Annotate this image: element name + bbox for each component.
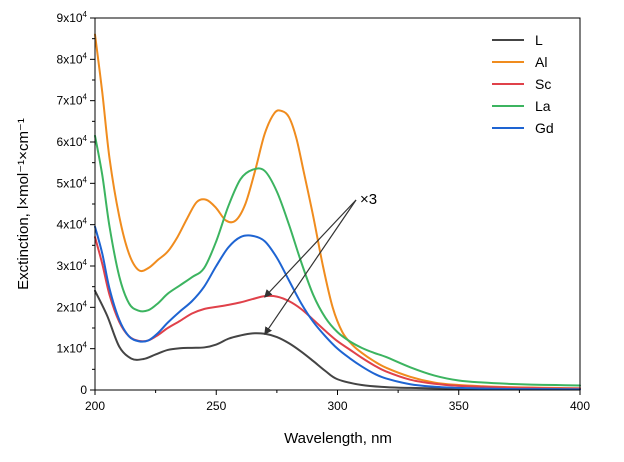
y-tick-label: 9x104 [57, 10, 88, 25]
legend-label-gd: Gd [535, 120, 554, 136]
x-tick-label: 250 [206, 399, 226, 413]
x-tick-label: 350 [449, 399, 469, 413]
y-tick-label: 1x104 [57, 341, 88, 356]
y-tick-label: 4x104 [57, 217, 88, 232]
y-tick-label: 3x104 [57, 258, 88, 273]
annotation-arrow [264, 199, 357, 336]
plot-frame [94, 17, 581, 391]
x-axis-title: Wavelength, nm [284, 430, 392, 447]
x-axis: 200 250 300 350 400 [85, 390, 590, 413]
series-line-al [94, 33, 581, 390]
x-tick-label: 300 [327, 399, 347, 413]
y-tick-label: 7x104 [57, 93, 88, 108]
y-axis-title: Exctinction, l×mol⁻¹×cm⁻¹ [15, 118, 32, 290]
y-tick-label: 5x104 [57, 175, 88, 190]
y-tick-label: 8x104 [57, 51, 88, 66]
series-lines-group [94, 33, 581, 391]
scale-annotation: ×3 [264, 191, 377, 336]
x-tick-label: 400 [570, 399, 590, 413]
series-line-sc [94, 236, 581, 390]
legend: L Al Sc La Gd [492, 32, 554, 136]
y-tick-label: 6x104 [57, 134, 88, 149]
legend-label-al: Al [535, 54, 547, 70]
annotation-label: ×3 [360, 191, 377, 208]
legend-label-l: L [535, 32, 543, 48]
series-line-gd [94, 225, 581, 391]
legend-label-sc: Sc [535, 76, 551, 92]
y-tick-label: 2x104 [57, 299, 88, 314]
series-line-la [94, 134, 581, 387]
legend-label-la: La [535, 98, 551, 114]
x-tick-label: 200 [85, 399, 105, 413]
y-axis: 0 1x104 2x104 3x104 4x104 5x104 6x104 7x104 8x10… [57, 10, 95, 397]
annotation-arrow [264, 199, 357, 298]
y-tick-label: 0 [80, 383, 87, 397]
